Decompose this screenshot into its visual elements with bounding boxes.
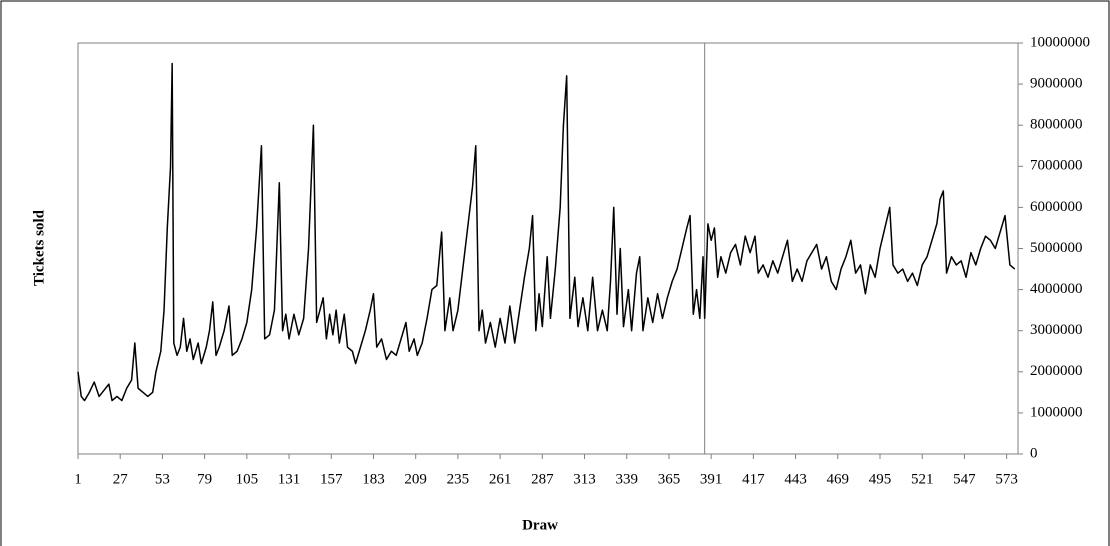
x-tick-label: 53 bbox=[155, 471, 170, 487]
y-tick-label: 6000000 bbox=[1030, 199, 1083, 215]
y-tick-label: 1000000 bbox=[1030, 404, 1083, 420]
x-tick-label: 547 bbox=[953, 471, 976, 487]
y-tick-label: 9000000 bbox=[1030, 76, 1083, 92]
x-tick-label: 339 bbox=[615, 471, 638, 487]
x-tick-label: 495 bbox=[869, 471, 892, 487]
y-tick-label: 4000000 bbox=[1030, 281, 1083, 297]
y-tick-label: 0 bbox=[1030, 445, 1038, 461]
y-tick-label: 2000000 bbox=[1030, 363, 1083, 379]
x-tick-label: 1 bbox=[74, 471, 82, 487]
x-tick-label: 105 bbox=[236, 471, 259, 487]
plot-frame bbox=[77, 42, 1019, 455]
y-tick-label: 7000000 bbox=[1030, 158, 1083, 174]
x-tick-label: 521 bbox=[911, 471, 934, 487]
x-tick-label: 235 bbox=[447, 471, 470, 487]
x-tick-label: 261 bbox=[489, 471, 512, 487]
y-axis-label: Tickets sold bbox=[31, 209, 47, 286]
x-tick-label: 287 bbox=[531, 471, 554, 487]
x-tick-label: 157 bbox=[320, 471, 343, 487]
x-tick-label: 27 bbox=[113, 471, 129, 487]
x-tick-label: 131 bbox=[278, 471, 301, 487]
x-tick-label: 79 bbox=[197, 471, 212, 487]
x-tick-label: 183 bbox=[362, 471, 385, 487]
x-tick-label: 209 bbox=[404, 471, 427, 487]
x-tick-label: 417 bbox=[742, 471, 765, 487]
x-tick-label: 391 bbox=[700, 471, 723, 487]
x-tick-label: 365 bbox=[658, 471, 681, 487]
x-tick-label: 443 bbox=[784, 471, 807, 487]
y-tick-label: 5000000 bbox=[1030, 240, 1083, 256]
y-tick-label: 3000000 bbox=[1030, 322, 1083, 338]
x-axis-label: Draw bbox=[522, 517, 558, 533]
data-line bbox=[77, 62, 1016, 402]
x-tick-label: 573 bbox=[995, 471, 1018, 487]
y-tick-label: 10000000 bbox=[1030, 34, 1090, 50]
x-tick-label: 469 bbox=[827, 471, 850, 487]
y-tick-label: 8000000 bbox=[1030, 117, 1083, 133]
x-tick-label: 313 bbox=[573, 471, 596, 487]
